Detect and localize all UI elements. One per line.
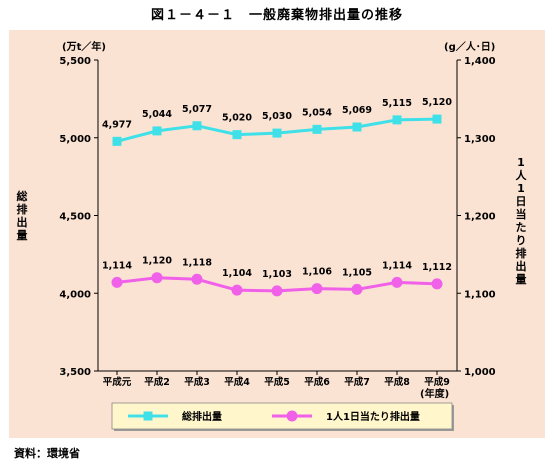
right-tick-label: 1,400 [464,56,496,67]
data-label: 5,054 [302,107,332,118]
right-axis-label: 1 人 1 日当たり排出量 [516,156,528,286]
data-label: 5,115 [382,98,412,109]
x-tick-label: 平成6 [304,376,330,388]
x-tick-label: 平成7 [344,376,370,388]
data-label: 1,114 [102,260,132,271]
data-label: 1,105 [342,267,372,278]
legend-marker [286,410,298,422]
left-tick-label: 4,500 [59,212,91,223]
right-axis-unit: (g／人･日) [444,40,495,53]
data-label: 1,103 [262,269,292,280]
data-point [352,122,362,132]
data-point [351,283,363,295]
legend-label: 総排出量 [182,410,222,423]
data-point [232,130,242,140]
data-point [312,124,322,134]
data-point [392,115,402,125]
data-label: 5,069 [342,105,372,116]
data-point [432,114,442,124]
legend-marker [143,411,153,421]
data-point [431,278,443,290]
x-tick-label: 平成8 [384,376,410,388]
data-label: 5,020 [222,113,252,124]
data-label: 1,118 [182,257,212,268]
data-point [391,276,403,288]
data-point [112,136,122,146]
left-axis-unit: (万t／年) [62,40,106,53]
left-tick-label: 4,000 [59,289,91,300]
data-label: 5,077 [182,104,212,115]
data-point [191,273,203,285]
data-point [111,276,123,288]
data-point [311,283,323,295]
left-axis-label: 総排出量 [17,189,28,242]
data-point [271,285,283,297]
data-point [151,272,163,284]
data-label: 1,112 [422,262,452,273]
data-point [231,284,243,296]
left-tick-label: 5,000 [59,134,91,145]
x-tick-label: 平成4 [224,376,250,388]
data-label: 1,106 [302,267,332,278]
right-tick-label: 1,100 [464,289,496,300]
source-note: 資料：環境省 [14,447,80,460]
data-label: 5,044 [142,109,172,120]
x-tick-label: 平成9 [424,376,450,388]
right-tick-label: 1,200 [464,212,496,223]
chart-title: 図１－４－１ 一般廃棄物排出量の推移 [150,8,403,23]
x-axis-label: (年度) [420,387,449,400]
data-label: 1,114 [382,260,412,271]
data-point [152,126,162,136]
data-label: 5,120 [422,97,452,108]
data-point [192,121,202,131]
left-tick-label: 3,500 [59,367,91,378]
legend-label: 1人1日当たり排出量 [326,410,420,423]
right-tick-label: 1,300 [464,134,496,145]
x-tick-label: 平成元 [103,376,132,388]
x-tick-label: 平成2 [144,376,170,388]
x-tick-label: 平成5 [264,376,290,388]
data-label: 5,030 [262,111,292,122]
x-tick-label: 平成3 [184,376,210,388]
data-label: 4,977 [102,119,132,130]
data-label: 1,104 [222,268,252,279]
data-label: 1,120 [142,256,172,267]
right-tick-label: 1,000 [464,367,496,378]
data-point [272,128,282,138]
left-tick-label: 5,500 [59,56,91,67]
